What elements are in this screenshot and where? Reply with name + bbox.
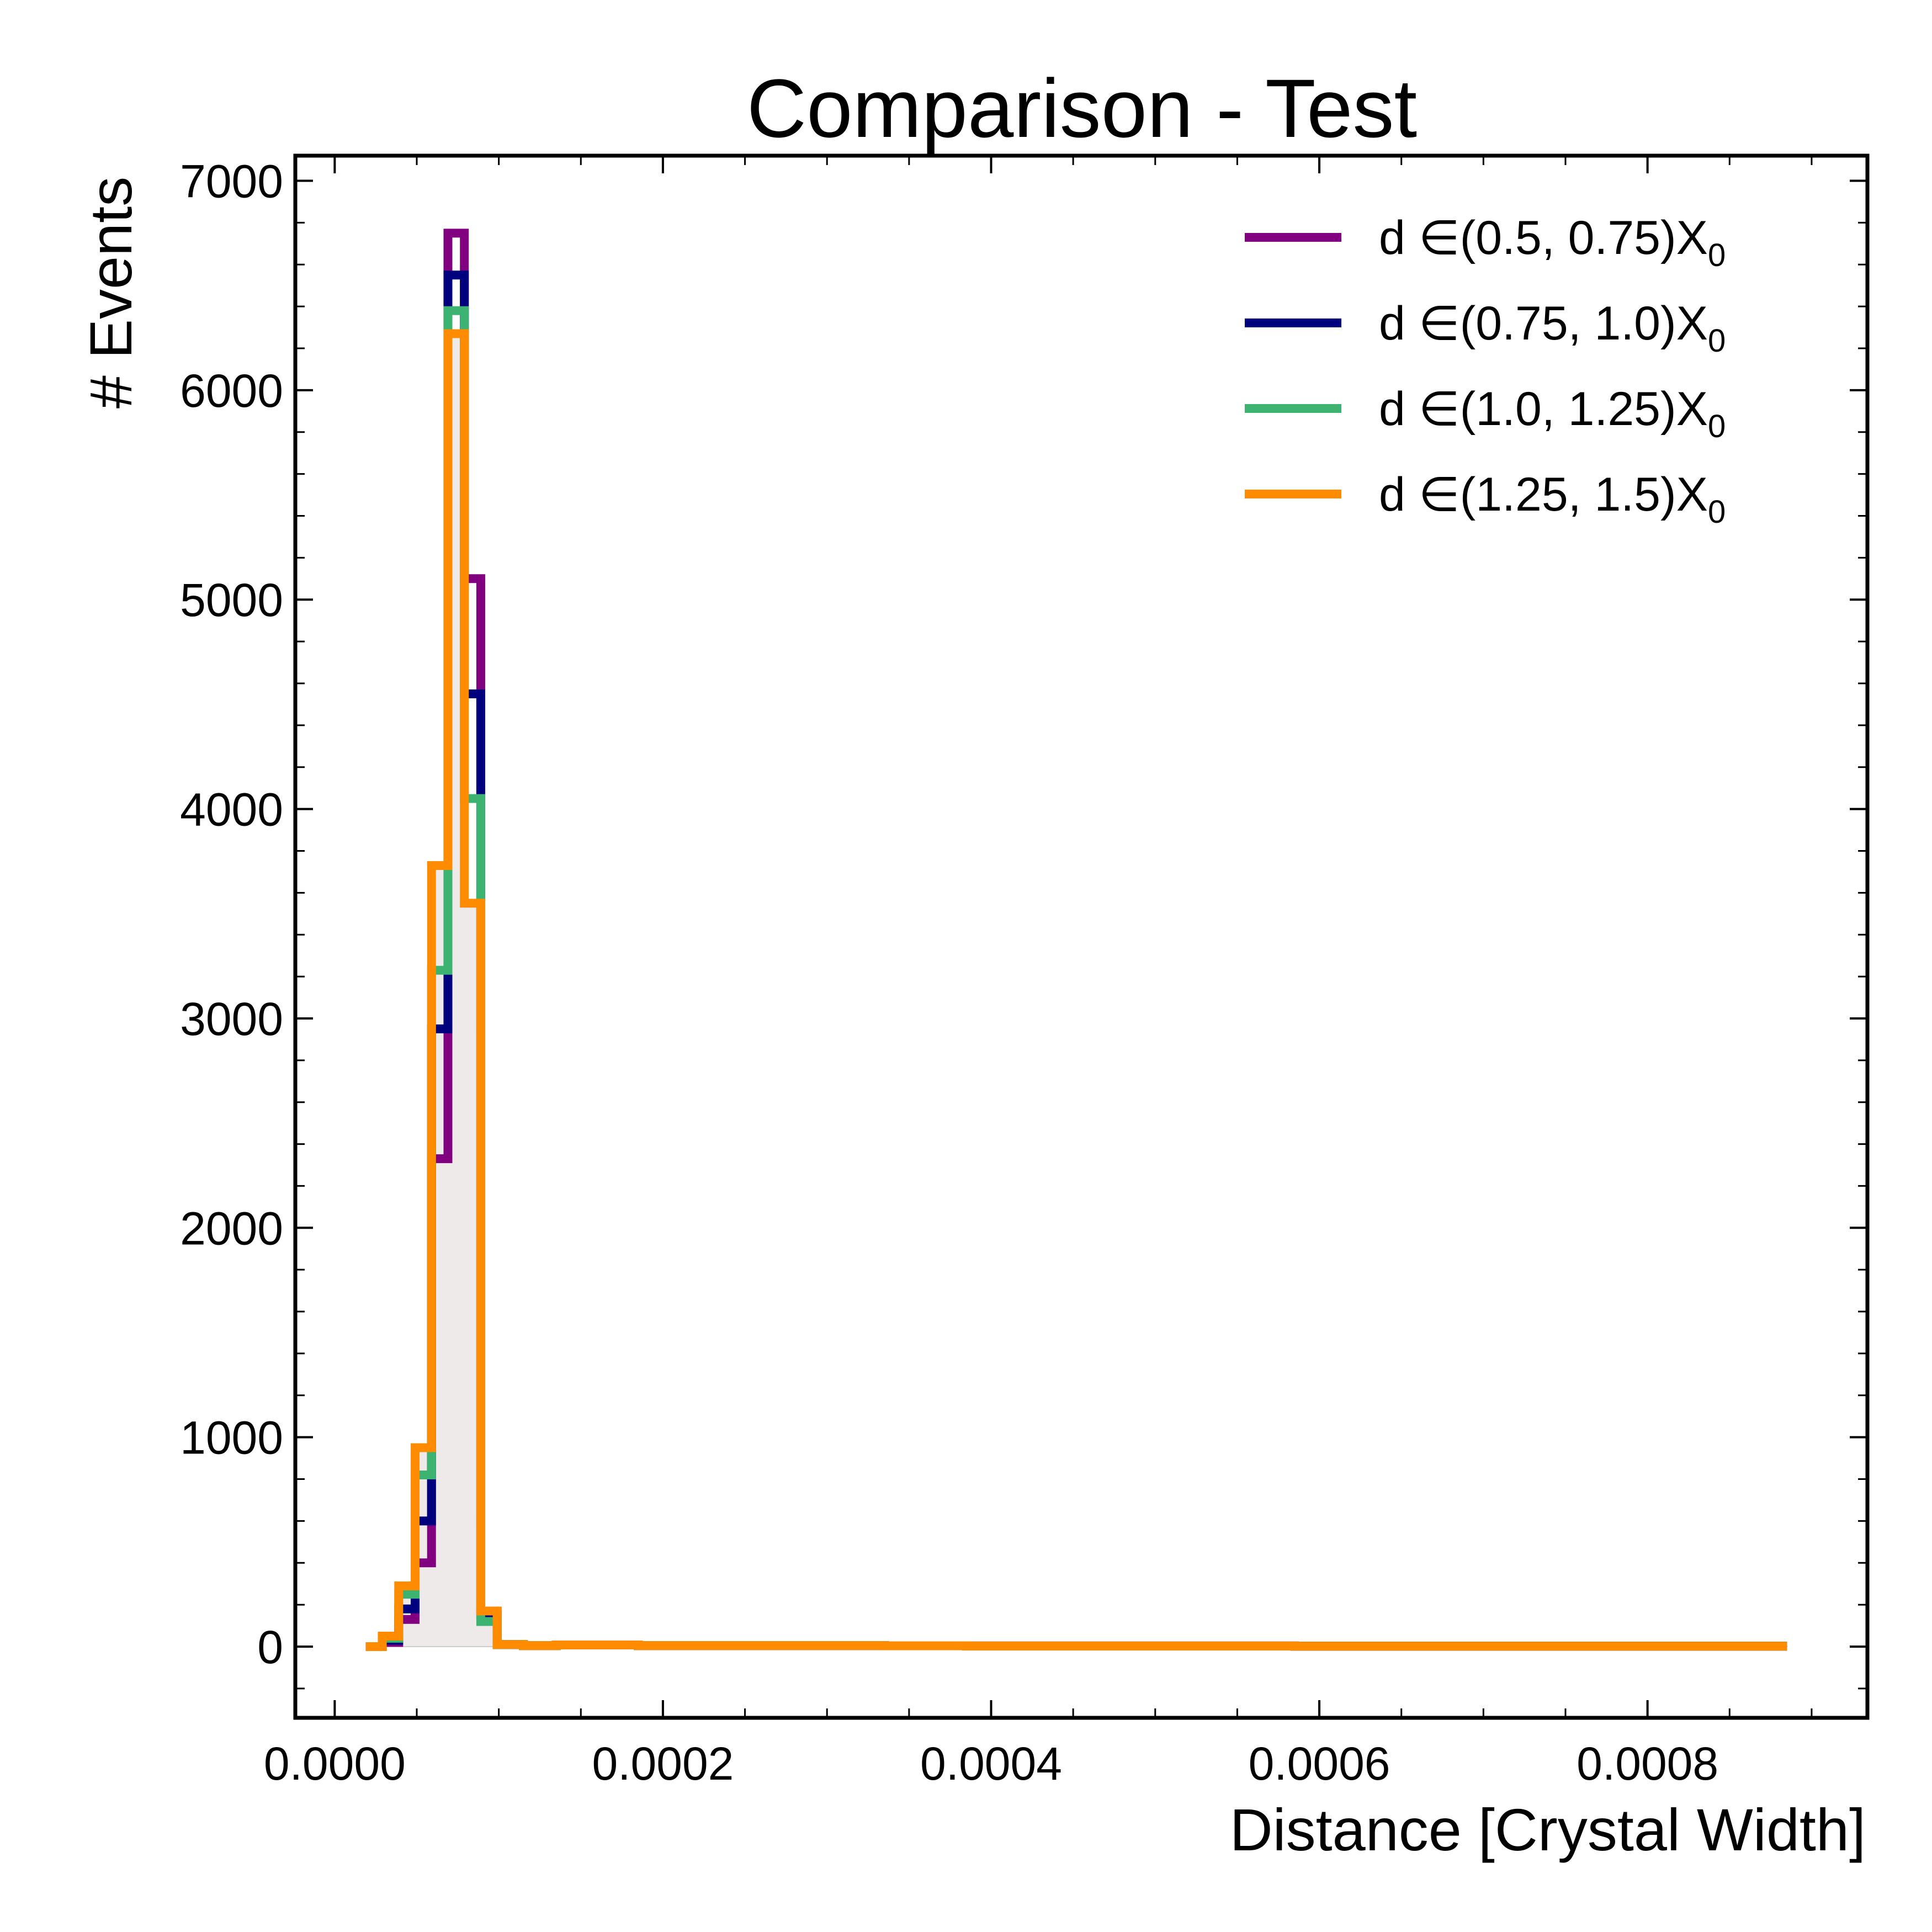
histogram-series-layer [365,229,1787,1652]
series-line-4 [365,329,1787,1652]
x-tick-label: 0.0006 [1249,1738,1390,1790]
x-tick-label: 0.0004 [920,1738,1062,1790]
legend-label-4: d ∈(1.25, 1.5)X0 [1379,468,1726,530]
y-tick-label: 4000 [180,784,283,836]
x-tick-label: 0.0000 [264,1738,406,1790]
y-axis-label: # Events [77,177,144,408]
legend: d ∈(0.5, 0.75)X0 d ∈(0.75, 1.0)X0 d ∈(1.0,… [1245,211,1726,530]
x-axis-label: Distance [Crystal Width] [1230,1796,1866,1863]
x-tick-label: 0.0008 [1577,1738,1718,1790]
legend-label-2: d ∈(0.75, 1.0)X0 [1379,297,1726,359]
y-tick-label: 5000 [180,574,283,626]
y-tick-label: 7000 [180,156,283,208]
axis-tick-labels: 0.0000 0.0002 0.0004 0.0006 0.0008 0 1000 2000 3… [180,156,1718,1790]
y-tick-label: 3000 [180,993,283,1045]
plot-frame [293,153,1870,1720]
y-tick-label: 2000 [180,1202,283,1254]
y-tick-label: 0 [257,1621,283,1673]
legend-label-3: d ∈(1.0, 1.25)X0 [1379,383,1726,444]
y-tick-label: 6000 [180,365,283,417]
legend-label-1: d ∈(0.5, 0.75)X0 [1379,211,1726,273]
x-tick-label: 0.0002 [592,1738,734,1790]
chart-title: Comparison - Test [747,62,1417,155]
y-tick-label: 1000 [180,1412,283,1464]
